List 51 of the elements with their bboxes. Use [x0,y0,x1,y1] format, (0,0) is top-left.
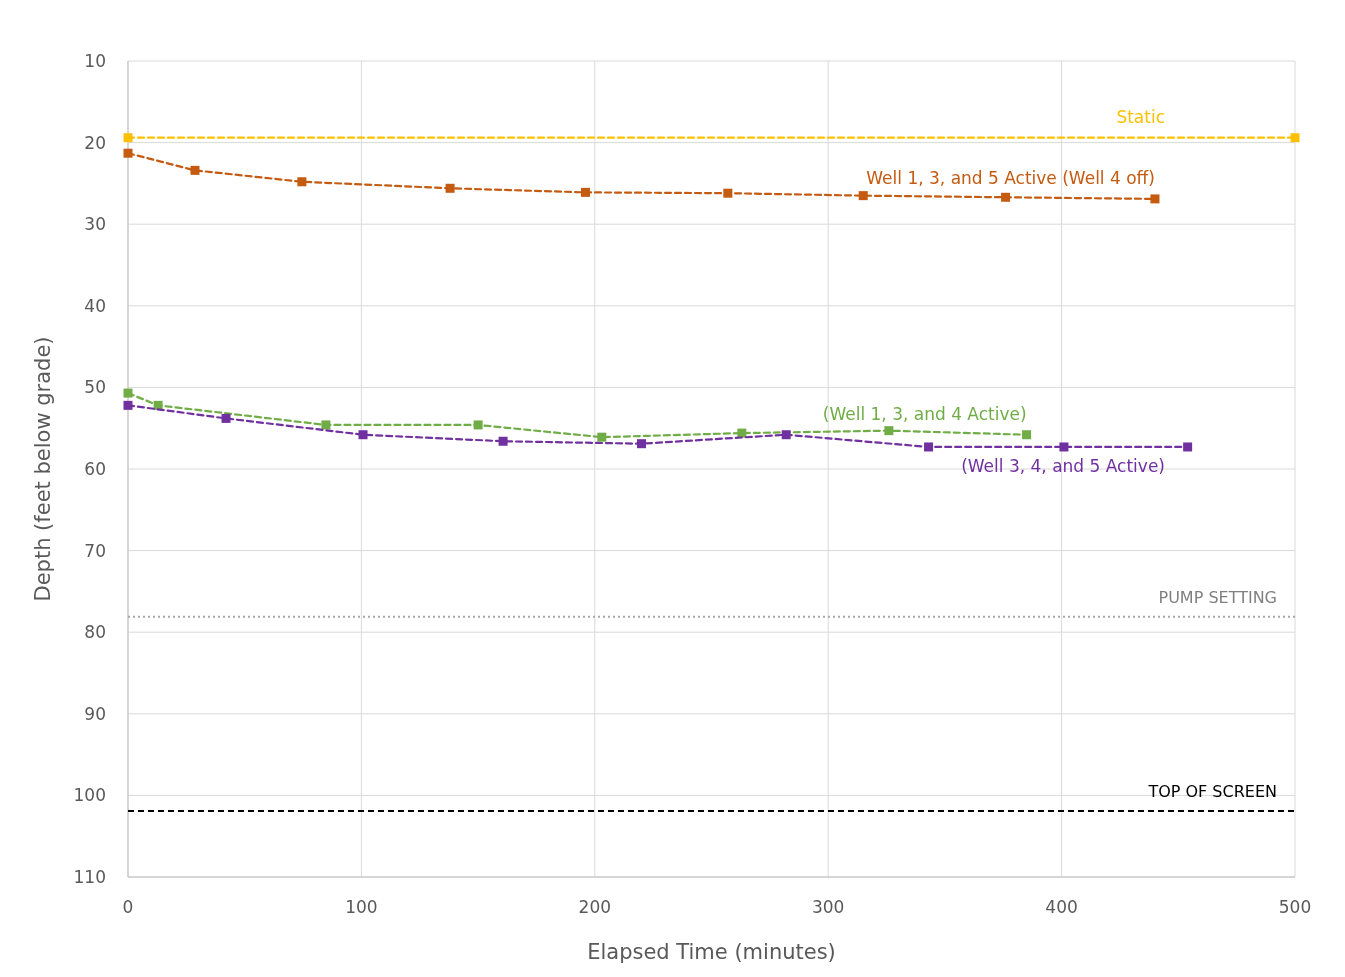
x-axis-title: Elapsed Time (minutes) [587,940,836,964]
y-tick-label: 50 [84,377,106,398]
series-label: (Well 1, 3, and 4 Active) [822,403,1027,424]
x-tick-label: 400 [1045,897,1078,917]
point [498,436,508,446]
point [1001,192,1011,202]
point [858,191,868,201]
ref-line-label: PUMP SETTING [1158,587,1277,607]
y-tick-label: 70 [84,540,106,561]
point [597,432,607,442]
point [123,400,133,410]
y-tick-label: 90 [84,703,106,724]
x-tick-label: 300 [811,897,845,917]
point [473,420,483,430]
point [1022,430,1032,440]
series-label: (Well 3, 4, and 5 Active) [961,455,1165,476]
ref-line-label: TOP OF SCREEN [1147,781,1277,801]
point [781,430,791,440]
series-label: Static [1116,106,1165,127]
point [123,148,133,158]
point [1150,194,1160,204]
point [1183,442,1193,452]
point [221,413,231,423]
point [723,188,733,198]
point [358,430,368,440]
point [445,183,455,193]
point [636,439,646,449]
y-tick-label: 100 [73,785,106,806]
point [297,177,307,187]
series-label: Well 1, 3, and 5 Active (Well 4 off) [866,167,1155,188]
y-tick-label: 10 [84,50,106,71]
y-tick-label: 80 [84,622,106,643]
point [1059,442,1069,452]
y-tick-label: 110 [73,866,106,887]
point [123,133,133,143]
point [1290,133,1300,143]
point [123,388,133,398]
point [884,426,894,436]
y-tick-label: 20 [84,132,106,153]
point [190,165,200,175]
y-tick-label: 40 [84,295,106,316]
y-tick-label: 60 [84,458,106,479]
x-tick-label: 100 [345,897,378,917]
y-axis-title: Depth (feet below grade) [31,336,55,602]
point [580,187,590,197]
x-tick-label: 0 [122,897,134,917]
x-tick-label: 500 [1278,897,1312,917]
point [924,442,934,452]
x-tick-label: 200 [578,897,612,917]
y-tick-label: 30 [84,214,106,235]
point [321,420,331,430]
